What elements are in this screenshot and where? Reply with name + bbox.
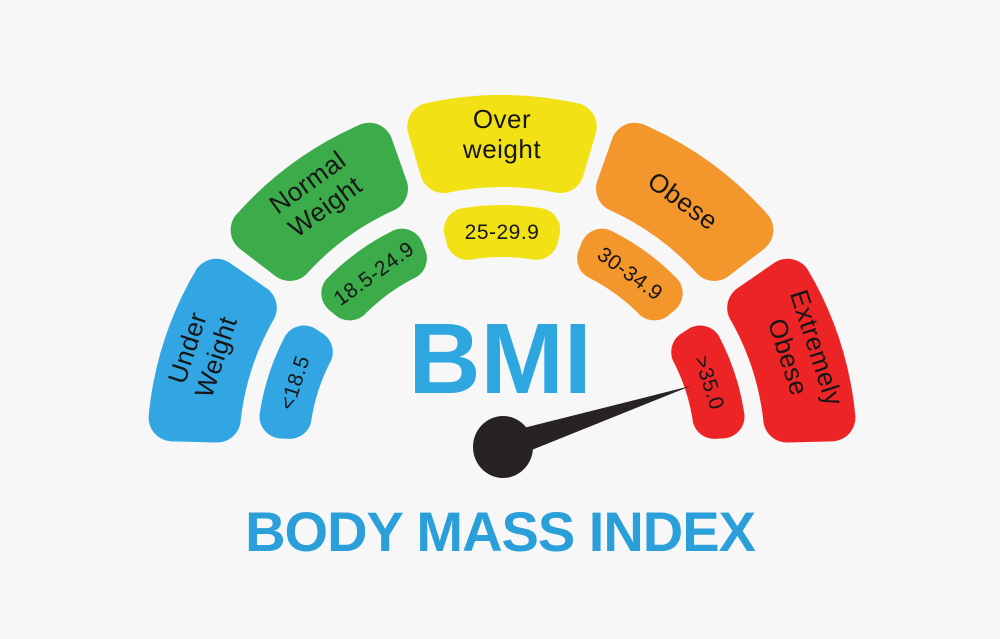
gauge-range-underweight bbox=[259, 325, 333, 439]
gauge-range-extremely-obese bbox=[671, 325, 745, 439]
gauge-subtitle: BODY MASS INDEX bbox=[245, 500, 755, 563]
gauge-range-overweight bbox=[443, 205, 561, 260]
gauge-segment-overweight bbox=[407, 95, 597, 194]
needle-hub bbox=[473, 416, 533, 478]
gauge-range-normal-weight bbox=[321, 228, 427, 321]
range-label-text: 25-29.9 bbox=[465, 221, 540, 244]
segment-label-line: Over bbox=[473, 104, 531, 134]
gauge-range-label-overweight: 25-29.9 bbox=[465, 221, 540, 244]
gauge-segment-normal-weight bbox=[230, 122, 408, 281]
gauge-segment-obese bbox=[596, 122, 774, 281]
gauge-needle bbox=[473, 385, 692, 478]
gauge-center-title: BMI bbox=[408, 303, 591, 415]
gauge-segment-underweight bbox=[148, 258, 277, 443]
gauge-range-obese bbox=[577, 228, 683, 321]
gauge-segment-extremely-obese bbox=[727, 258, 856, 443]
segment-label-line: weight bbox=[462, 134, 541, 164]
needle-pointer bbox=[498, 385, 692, 460]
